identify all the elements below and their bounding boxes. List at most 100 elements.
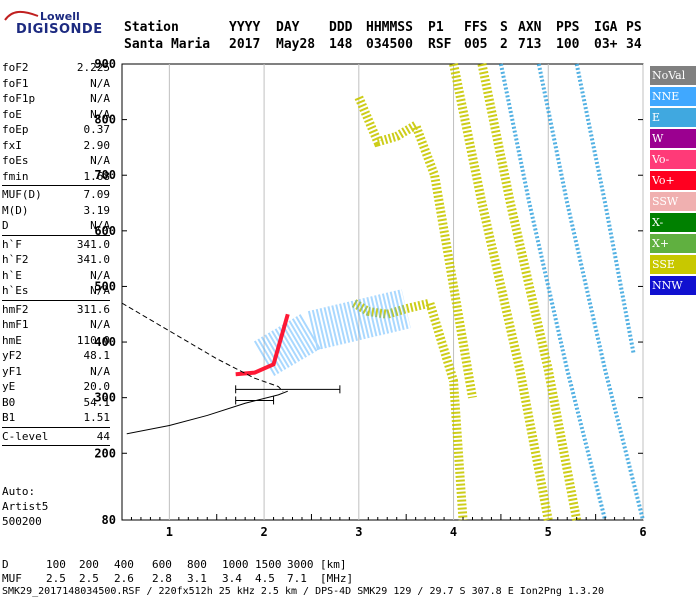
param-value: 48.1 [83,349,111,362]
header-value-0: Santa Maria [124,37,211,52]
param-value: 110.0 [76,333,110,347]
param-label: C-level [2,429,49,443]
param-row: h`F 341.0 [2,237,110,253]
param-label: fxI [2,138,22,152]
param-value: N/A [90,364,110,378]
param-value: N/A [90,92,110,105]
muf-row-label: MUF [2,572,22,585]
param-row: foE N/A [2,107,110,123]
param-row: foF2 2.225 [2,60,110,76]
header-label-pps: PPS [556,20,580,35]
muf-row-value: 3.4 [222,572,242,585]
param-row: hmE 110.0 [2,333,110,349]
y-tick-label: 800 [94,113,116,127]
param-row: B0 54.1 [2,395,110,411]
legend-item-vo-: Vo- [650,150,696,169]
param-value: 341.0 [76,237,110,251]
muf-row-value: 2.5 [46,572,66,585]
param-separator [2,426,110,428]
legend-item-nnw: NNW [650,276,696,295]
legend-item-nne: NNE [650,87,696,106]
distance-row-value: 3000 [287,558,314,571]
param-label: foEp [2,123,29,136]
logo-text-bottom: DIGISONDE [16,22,103,37]
distance-row-value: 1500 [255,558,282,571]
x-tick-label: 6 [639,525,646,539]
header-label-yyyy: YYYY [229,20,261,35]
param-label: hmE [2,333,22,347]
logo-icon [4,10,39,21]
x-tick-label: 4 [450,525,457,539]
trace-vo+ [235,313,290,377]
logo-text-top: Lowell [40,10,80,23]
header-value-5: RSF [428,37,452,52]
legend-item-sse: SSE [650,255,696,274]
legend-item-noval: NoVal [650,66,696,85]
header-value-4: 034500 [366,37,413,52]
auto-label: Auto: [2,485,36,498]
grid-lines [168,64,644,520]
header-label-ps: PS [626,20,642,35]
trace-sse [477,63,582,521]
param-label: MUF(D) [2,188,42,201]
header-value-1: 2017 [229,37,261,52]
x-tick-label: 3 [355,525,362,539]
param-row: hmF1 N/A [2,317,110,333]
param-label: D [2,219,9,232]
legend-item-x+: X+ [650,234,696,253]
param-value: 44 [96,429,110,443]
header-value-8: 713 [518,37,542,52]
param-value: 1.68 [83,169,111,183]
header-value-7: 2 [500,37,508,52]
x-tick-label: 1 [166,525,173,539]
param-row: h`E N/A [2,268,110,284]
muf-row-value: [MHz] [320,572,354,585]
header-label-hhmmss: HHMMSS [366,20,413,35]
distance-row-value: 200 [79,558,99,571]
param-label: hmF1 [2,318,29,331]
param-label: foF2 [2,61,29,74]
header-value-2: May28 [276,37,316,52]
param-row: C-level 44 [2,429,110,445]
param-row: fmin 1.68 [2,169,110,185]
param-value: N/A [90,76,110,90]
param-row: MUF(D) 7.09 [2,187,110,203]
param-value: N/A [90,219,110,232]
x-tick-label: 5 [545,525,552,539]
param-value: N/A [90,154,110,167]
distance-row-value: 1000 [222,558,249,571]
y-tick-label: 200 [94,446,116,460]
param-label: B1 [2,411,16,424]
distance-row-value: 800 [187,558,207,571]
param-label: h`F2 [2,253,29,266]
param-label: fmin [2,169,29,183]
y-tick-label: 700 [94,168,116,182]
param-row: h`Es N/A [2,283,110,299]
param-row: h`F2 341.0 [2,252,110,268]
param-label: yE [2,380,16,393]
muf-row-value: 7.1 [287,572,307,585]
legend: NoVal NNE E W Vo- Vo+ SSW X- X+ SSE NNW [650,66,696,297]
legend-item-x-: X- [650,213,696,232]
param-row: foF1p N/A [2,91,110,107]
y-tick-label: 900 [94,57,116,71]
param-value: 2.90 [83,138,111,152]
legend-item-vo+: Vo+ [650,171,696,190]
param-separator [2,445,110,446]
muf-row-value: 2.6 [114,572,134,585]
parameter-table: foF2 2.225 foF1 N/A foF1p N/A foE N/A foEp 0.37 fx… [2,60,110,447]
header-label-iga: IGA [594,20,618,35]
param-value: 311.6 [76,302,110,316]
distance-row-value: 100 [46,558,66,571]
header-label-s: S [500,20,508,35]
footer-info: SMK29_2017148034500.RSF / 220fx512h 25 k… [2,586,605,597]
param-label: yF1 [2,364,22,378]
param-value: 54.1 [83,395,111,409]
trace-e [574,63,636,354]
header-value-6: 005 [464,37,488,52]
header-label-ffs: FFS [464,20,488,35]
y-tick-label: 80 [102,513,116,527]
trace-sse [351,297,468,521]
distance-row-value: 400 [114,558,134,571]
